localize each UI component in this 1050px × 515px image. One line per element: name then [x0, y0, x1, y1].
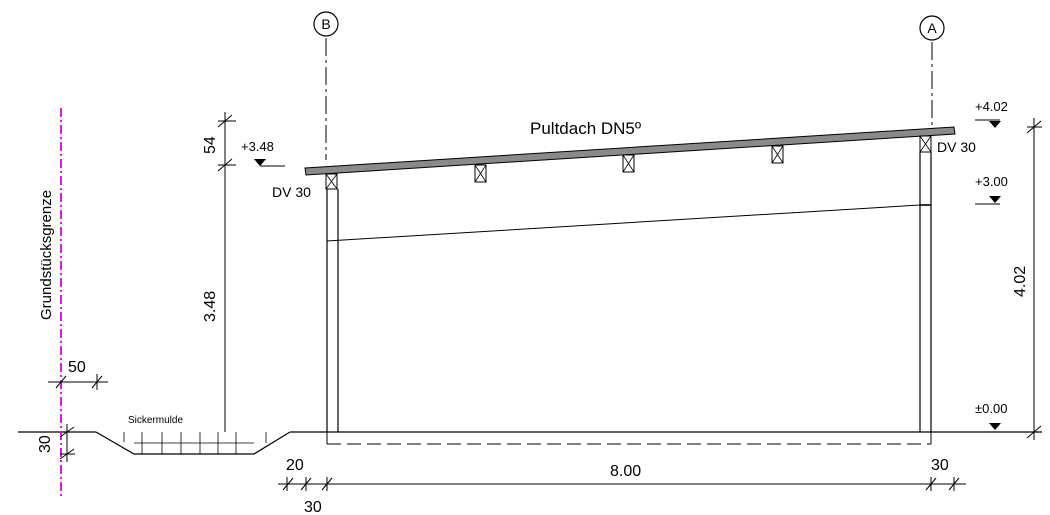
property-line-label: Grundstücksgrenze — [38, 190, 55, 320]
bottom-dim-left-b: 30 — [304, 499, 322, 515]
roof-label: Pultdach DN5º — [530, 119, 641, 138]
right-height-dimension: 4.02 — [1012, 118, 1042, 440]
span-dim-text: 8.00 — [610, 463, 641, 480]
right-height-dim-text: 4.02 — [1012, 266, 1029, 297]
depth-dim-text: 30 — [37, 435, 54, 453]
bottom-dim-left-a: 20 — [286, 457, 304, 474]
purlin — [919, 135, 932, 153]
depth-dimension: 30 — [37, 424, 75, 462]
axis-a: A — [919, 15, 945, 130]
left-top-dim-text: 54 — [202, 136, 219, 154]
purlin — [622, 154, 635, 173]
purlin — [771, 145, 784, 164]
offset-dimension: 50 — [48, 359, 108, 390]
level-right-top-text: +4.02 — [975, 99, 1008, 114]
post-right — [919, 152, 932, 432]
beam-label-right: DV 30 — [937, 139, 976, 155]
beam-label-left: DV 30 — [272, 184, 311, 200]
level-left-top: +3.48 — [241, 139, 285, 167]
wall-top-line — [326, 204, 921, 242]
post-left — [326, 189, 339, 432]
purlin — [474, 164, 487, 183]
level-ground: ±0.00 — [975, 401, 1007, 430]
level-right-top: +4.02 — [975, 99, 1008, 128]
bottom-dim-right: 30 — [931, 457, 949, 474]
level-right-mid: +3.00 — [975, 174, 1008, 205]
property-line: Grundstücksgrenze — [38, 108, 62, 497]
left-height-dimension: 54 3.48 — [202, 112, 236, 432]
infiltration-ditch: Sickermulde — [95, 415, 291, 455]
ditch-label: Sickermulde — [128, 415, 183, 426]
axis-a-label: A — [927, 20, 937, 36]
roof-slab — [304, 126, 956, 176]
purlins — [325, 135, 932, 190]
left-height-dim-text: 3.48 — [202, 291, 219, 322]
foundation-line — [326, 432, 932, 445]
level-right-mid-text: +3.00 — [975, 174, 1008, 189]
offset-dim-text: 50 — [68, 359, 86, 376]
axis-b: B — [313, 11, 339, 160]
purlin — [325, 173, 338, 190]
level-left-top-text: +3.48 — [241, 139, 274, 154]
bottom-dimension: 20 30 8.00 30 — [278, 457, 966, 515]
level-ground-text: ±0.00 — [975, 401, 1007, 416]
axis-b-label: B — [321, 16, 330, 32]
